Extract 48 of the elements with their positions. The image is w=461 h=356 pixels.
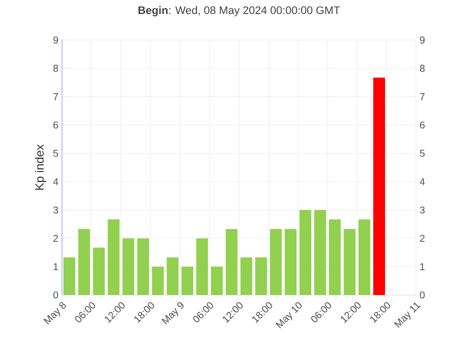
y-tick-label: 7 (53, 93, 58, 100)
y-tick-label: 8 (53, 64, 58, 72)
bar (284, 228, 297, 295)
bar (196, 238, 208, 295)
y2-tick-label: 6 (420, 121, 425, 129)
y-tick-label: 0 (53, 291, 58, 299)
bar (344, 228, 356, 295)
y2-tick-label: 0 (420, 291, 425, 299)
y-tick-label: 4 (53, 178, 58, 186)
bar (226, 228, 238, 295)
bar (314, 210, 326, 295)
bar (181, 266, 194, 295)
bar (78, 228, 90, 295)
bar (270, 228, 282, 295)
y2-tick-label: 1 (420, 263, 425, 270)
bar (63, 257, 76, 295)
bar (122, 238, 134, 295)
bar (108, 219, 120, 295)
y-axis-title: Kp index (34, 144, 46, 190)
bar (255, 257, 268, 295)
bar (92, 248, 105, 295)
bar (328, 219, 341, 295)
y-tick-label: 5 (53, 150, 58, 157)
y-tick-label: 6 (53, 121, 58, 129)
bar (152, 266, 164, 295)
x-tick-label: May 11 (394, 302, 421, 328)
bar (166, 257, 179, 295)
y-tick-label: 1 (54, 263, 58, 270)
x-tick-label: May 8 (43, 302, 66, 324)
y2-tick-label: 9 (420, 36, 425, 44)
y-tick-label: 2 (53, 234, 58, 242)
bar (299, 210, 312, 295)
x-tick-label: May 9 (161, 302, 184, 324)
y-tick-label: 3 (53, 206, 58, 214)
y2-tick-label: 4 (420, 178, 425, 186)
y2-tick-label: 7 (420, 93, 425, 100)
x-tick-label: May 10 (276, 302, 302, 328)
y2-tick-label: 2 (420, 234, 425, 242)
bar (373, 78, 386, 295)
bar (358, 219, 370, 295)
y-tick-label: 9 (53, 36, 58, 44)
y2-tick-label: 5 (420, 150, 425, 157)
bar (210, 266, 223, 295)
chart-title: Begin: Wed, 08 May 2024 00:00:00 GMT (138, 6, 340, 16)
y2-tick-label: 3 (420, 206, 425, 214)
y2-tick-label: 8 (420, 64, 425, 72)
bar (240, 257, 252, 295)
bar (137, 238, 150, 295)
